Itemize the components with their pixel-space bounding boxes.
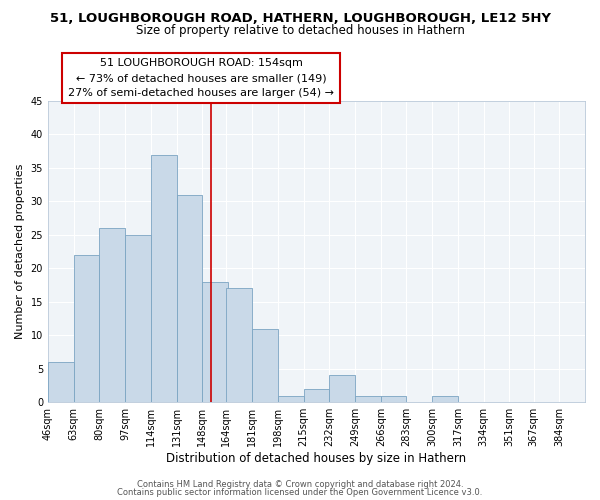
Bar	[100, 228, 125, 402]
Bar	[125, 235, 151, 402]
Bar	[278, 396, 304, 402]
Bar	[381, 396, 406, 402]
X-axis label: Distribution of detached houses by size in Hathern: Distribution of detached houses by size …	[166, 452, 467, 465]
Bar	[48, 362, 74, 402]
Y-axis label: Number of detached properties: Number of detached properties	[15, 164, 25, 340]
Bar	[432, 396, 458, 402]
Bar	[74, 255, 100, 402]
Text: Size of property relative to detached houses in Hathern: Size of property relative to detached ho…	[136, 24, 464, 37]
Bar	[252, 328, 278, 402]
Bar	[202, 282, 228, 402]
Text: Contains public sector information licensed under the Open Government Licence v3: Contains public sector information licen…	[118, 488, 482, 497]
Bar	[226, 288, 252, 402]
Bar	[304, 389, 329, 402]
Text: 51, LOUGHBOROUGH ROAD, HATHERN, LOUGHBOROUGH, LE12 5HY: 51, LOUGHBOROUGH ROAD, HATHERN, LOUGHBOR…	[49, 12, 551, 26]
Bar	[176, 194, 202, 402]
Text: Contains HM Land Registry data © Crown copyright and database right 2024.: Contains HM Land Registry data © Crown c…	[137, 480, 463, 489]
Bar	[355, 396, 381, 402]
Bar	[151, 154, 176, 402]
Text: 51 LOUGHBOROUGH ROAD: 154sqm
← 73% of detached houses are smaller (149)
27% of s: 51 LOUGHBOROUGH ROAD: 154sqm ← 73% of de…	[68, 58, 334, 98]
Bar	[329, 376, 355, 402]
